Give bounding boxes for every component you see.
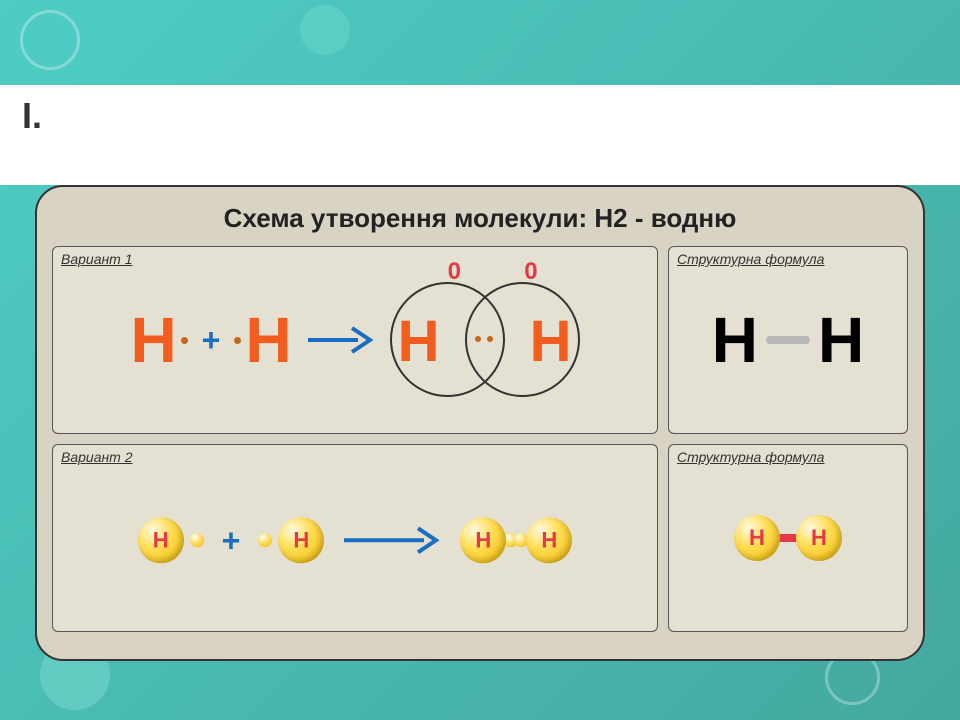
arrow-icon: [306, 320, 376, 360]
sphere-icon: Н: [460, 517, 506, 563]
variant1-content: Н + Н 0 0: [53, 270, 657, 410]
row-variant-1: Вариант 1 Н + Н 0: [52, 246, 908, 434]
shared-electron-icon: [487, 336, 493, 342]
structural1-box: Структурна формула Н Н: [668, 246, 908, 434]
variant2-label: Вариант 2: [61, 449, 133, 465]
electron-dot-icon: [181, 337, 188, 344]
molecule-sphere-pair: Н Н: [460, 517, 572, 563]
struct1-h1: Н: [712, 303, 758, 377]
variant2-box: Вариант 2 Н + Н: [52, 444, 658, 632]
plus-icon: +: [202, 322, 221, 359]
row-variant-2: Вариант 2 Н + Н: [52, 444, 908, 632]
bond-line-icon: [766, 336, 810, 344]
atom-sphere-1: Н: [138, 517, 204, 563]
product-h1: Н: [398, 308, 440, 375]
sphere-icon: Н: [734, 515, 780, 561]
sphere-icon: Н: [526, 517, 572, 563]
sphere-icon: Н: [138, 517, 184, 563]
product-h2: Н: [530, 308, 572, 375]
section-numeral: I.: [22, 95, 42, 137]
panel-title: Схема утворення молекули: Н2 - водню: [52, 203, 908, 234]
struct1-h2: Н: [818, 303, 864, 377]
venn-molecule: 0 0 Н Н: [390, 270, 580, 410]
variant1-label: Вариант 1: [61, 251, 133, 267]
arrow-icon: [342, 520, 442, 560]
shared-electron-icon: [475, 336, 481, 342]
structural2-content: Н Н: [669, 445, 907, 631]
sphere-icon: Н: [278, 517, 324, 563]
structural2-box: Структурна формула Н Н: [668, 444, 908, 632]
variant1-box: Вариант 1 Н + Н 0: [52, 246, 658, 434]
title-strip: [0, 85, 960, 185]
main-panel: Схема утворення молекули: Н2 - водню Вар…: [35, 185, 925, 661]
electron-dot-icon: [234, 337, 241, 344]
atom-h1: Н: [130, 303, 187, 377]
struct2-molecule: Н Н: [734, 515, 842, 561]
electron-sphere-icon: [258, 533, 272, 547]
atom-sphere-2: Н: [258, 517, 324, 563]
structural1-content: Н Н: [669, 247, 907, 433]
sphere-icon: Н: [796, 515, 842, 561]
atom-h2: Н: [234, 303, 291, 377]
variant2-content: Н + Н: [53, 517, 657, 563]
plus-icon: +: [222, 522, 241, 559]
electron-sphere-icon: [190, 533, 204, 547]
